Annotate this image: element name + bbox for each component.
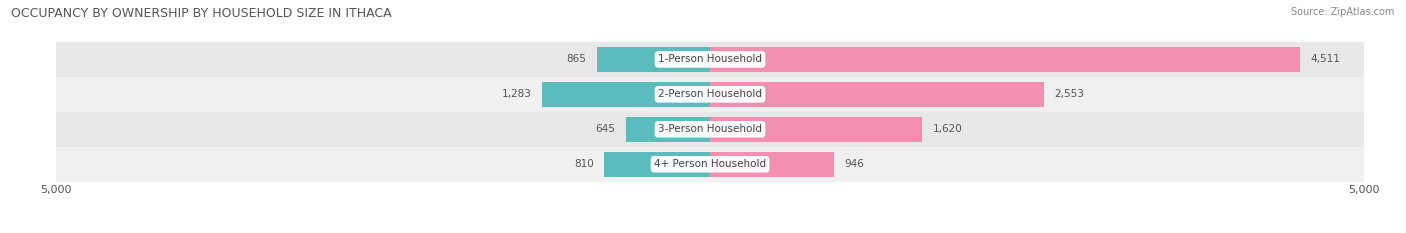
Text: 1,620: 1,620 <box>932 124 962 134</box>
Text: 3-Person Household: 3-Person Household <box>658 124 762 134</box>
Text: Source: ZipAtlas.com: Source: ZipAtlas.com <box>1291 7 1395 17</box>
Bar <box>605 152 710 177</box>
Text: 645: 645 <box>595 124 616 134</box>
Text: 865: 865 <box>567 55 586 64</box>
Text: 4+ Person Household: 4+ Person Household <box>654 159 766 169</box>
Bar <box>710 47 1301 72</box>
Bar <box>710 82 1043 107</box>
Text: 1-Person Household: 1-Person Household <box>658 55 762 64</box>
Bar <box>56 112 1364 147</box>
Text: OCCUPANCY BY OWNERSHIP BY HOUSEHOLD SIZE IN ITHACA: OCCUPANCY BY OWNERSHIP BY HOUSEHOLD SIZE… <box>11 7 392 20</box>
Bar <box>56 42 1364 77</box>
Text: 810: 810 <box>574 159 593 169</box>
Text: 946: 946 <box>844 159 865 169</box>
Text: 4,511: 4,511 <box>1310 55 1340 64</box>
Bar <box>543 82 710 107</box>
Bar <box>626 117 710 142</box>
Text: 2,553: 2,553 <box>1054 89 1084 99</box>
Text: 2-Person Household: 2-Person Household <box>658 89 762 99</box>
Bar <box>56 147 1364 182</box>
Bar <box>56 77 1364 112</box>
Bar <box>710 152 834 177</box>
Text: 1,283: 1,283 <box>502 89 531 99</box>
Bar <box>710 117 922 142</box>
Bar <box>598 47 710 72</box>
